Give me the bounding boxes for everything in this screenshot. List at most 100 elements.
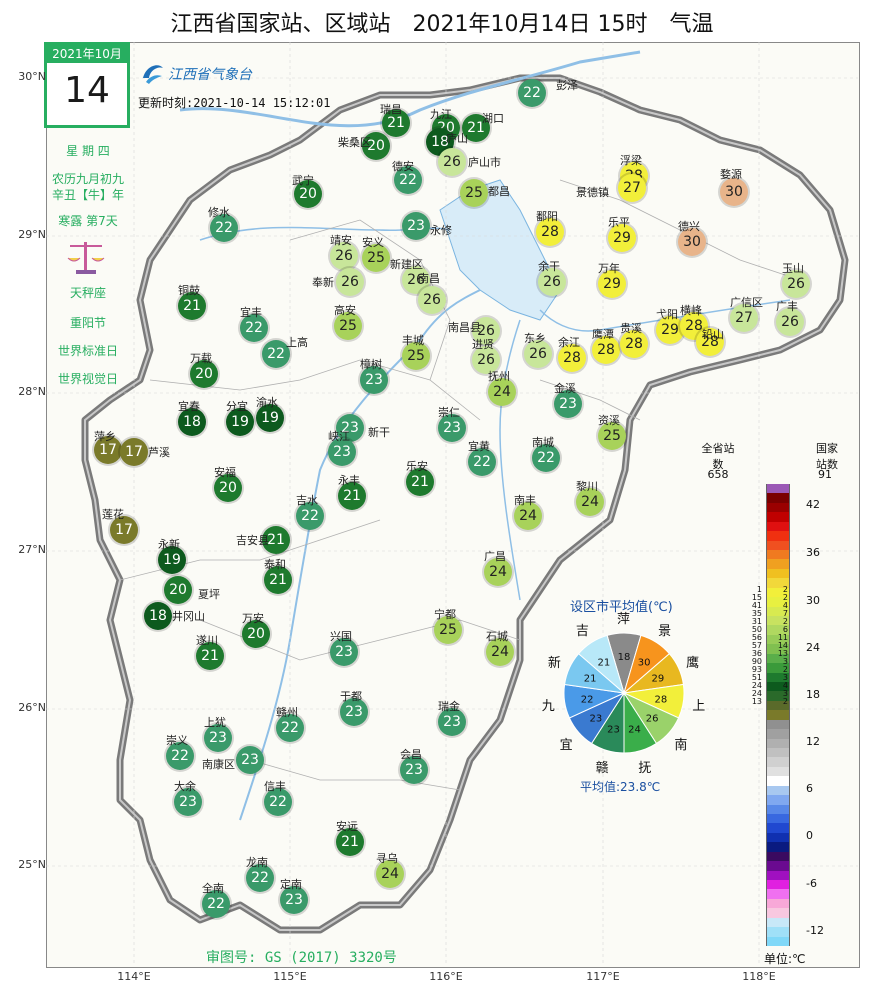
station-marker: 23: [400, 756, 428, 784]
legend-total-label: 全省站数: [701, 442, 735, 471]
legend-color-cell: [766, 889, 790, 900]
station-name: 遂川: [196, 634, 218, 647]
station-marker: 24: [514, 502, 542, 530]
map-approval-number: 审图号: GS (2017) 3320号: [206, 950, 397, 966]
station-marker: 23: [554, 390, 582, 418]
station-name: 吉安县: [236, 534, 269, 547]
legend-total-band-count: 51: [751, 673, 762, 682]
station-marker: 25: [460, 179, 488, 207]
legend-color-cell: [766, 729, 790, 740]
station-name: 铜鼓: [178, 284, 200, 297]
station-name: 石城: [486, 630, 508, 643]
logo-text: 江西省气象台: [168, 67, 252, 83]
station-name: 永新: [158, 538, 180, 551]
station-name: 全南: [202, 882, 224, 895]
legend-color-cell: [766, 880, 790, 890]
legend-national-label: 国家站数: [816, 442, 838, 471]
station-name: 永丰: [338, 474, 360, 487]
station-name: 弋阳: [656, 308, 678, 321]
station-name: 靖安: [330, 234, 352, 247]
station-marker: 20: [362, 132, 390, 160]
station-marker: 23: [328, 438, 356, 466]
station-marker: 21: [462, 114, 490, 142]
station-name: 上犹: [204, 716, 226, 729]
station-name: 瑞金: [438, 700, 460, 713]
legend-color-cell: [766, 587, 790, 598]
legend-total-band-count: 24: [751, 689, 762, 698]
station-name: 萍乡: [94, 430, 116, 443]
station-name: 庐山: [446, 132, 468, 145]
station-name: 广丰: [776, 300, 798, 313]
legend-color-cell: [766, 502, 790, 513]
legend-tick-label: 30: [806, 594, 820, 607]
station-name: 峡江: [328, 430, 350, 443]
legend-color-cell: [766, 653, 790, 664]
legend-color-cell: [766, 795, 790, 806]
legend-color-cell: [766, 870, 790, 881]
legend-tick-label: 36: [806, 546, 820, 559]
station-marker: 23: [360, 366, 388, 394]
legend-national-band-count: 11: [777, 633, 788, 642]
station-name: 新建区: [390, 258, 423, 271]
station-name: 渝水: [256, 396, 278, 409]
legend-total-band-count: 57: [751, 641, 762, 650]
station-marker: 21: [336, 828, 364, 856]
legend-color-cell: [766, 814, 790, 824]
map-title: 江西省国家站、区域站 2021年10月14日 15时 气温: [170, 12, 714, 37]
legend-color-cell: [766, 550, 790, 560]
station-marker: 22: [246, 864, 274, 892]
legend-color-cell: [766, 861, 790, 872]
legend-color-cell: [766, 493, 790, 504]
station-name: 瑞昌: [380, 103, 402, 116]
legend-color-cell: [766, 757, 790, 768]
lat-label-30: 30°N: [18, 70, 46, 83]
station-name: 南昌: [418, 272, 440, 285]
station-marker: 23: [402, 212, 430, 240]
legend-national-band-count: 4: [782, 601, 788, 610]
legend-color-cell: [766, 682, 790, 692]
station-name: 于都: [340, 690, 362, 703]
station-marker: 25: [598, 422, 626, 450]
station-name: 莲花: [102, 508, 124, 521]
legend-national-band-count: 6: [782, 625, 788, 634]
legend-color-cell: [766, 710, 790, 721]
station-marker: 21: [382, 109, 410, 137]
station-marker: 21: [338, 482, 366, 510]
pie-city-label: 吉: [575, 624, 589, 640]
station-name: 赣州: [276, 706, 298, 719]
legend-national-band-count: 2: [782, 585, 788, 594]
fu-river: [499, 319, 521, 601]
station-name: 柴桑区: [338, 136, 371, 149]
station-name: 会昌: [400, 748, 422, 761]
update-time: 更新时刻:2021-10-14 15:12:01: [138, 96, 331, 110]
legend-color-cell: [766, 484, 790, 494]
station-name: 万年: [598, 262, 620, 275]
legend-tick-label: 42: [806, 498, 820, 511]
legend-color-cell: [766, 738, 790, 749]
festival-2: 世界标准日: [57, 344, 118, 358]
legend-color-cell: [766, 540, 790, 551]
station-marker: 30: [720, 178, 748, 206]
station-marker: 23: [438, 708, 466, 736]
legend-total-band-count: 13: [751, 697, 762, 706]
lat-label-28: 28°N: [18, 385, 46, 398]
pie-city-label: 抚: [638, 760, 652, 776]
station-marker: 22: [394, 166, 422, 194]
station-marker: 26: [776, 308, 804, 336]
pie-city-label: 南: [674, 737, 688, 753]
station-name: 广信区: [730, 296, 763, 309]
station-name: 广昌: [484, 550, 506, 563]
libra-scale-icon: [64, 234, 108, 278]
station-marker: 26: [472, 317, 500, 345]
station-marker: 26: [438, 148, 466, 176]
station-marker: 24: [576, 488, 604, 516]
festival-3: 世界视觉日: [57, 372, 118, 386]
station-marker: 29: [608, 224, 636, 252]
station-marker: 25: [334, 312, 362, 340]
station-name: 余江: [558, 336, 580, 349]
station-marker: 24: [488, 378, 516, 406]
station-name: 婺源: [720, 168, 742, 181]
station-name: 万安: [242, 612, 264, 625]
station-name: 大余: [174, 780, 196, 793]
station-name: 寻乌: [376, 852, 398, 865]
